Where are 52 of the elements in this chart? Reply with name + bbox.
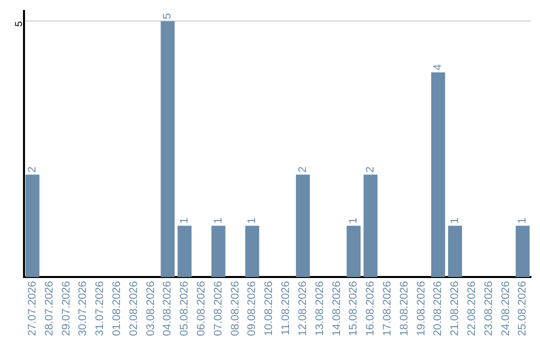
x-tick-label: 05.08.2026 [178, 280, 191, 336]
x-tick-label: 02.08.2026 [128, 280, 140, 336]
x-tick-label: 18.08.2026 [398, 280, 410, 336]
x-tick-label: 15.08.2026 [348, 280, 360, 336]
data-label: 1 [178, 218, 191, 224]
bar [346, 226, 361, 277]
bar [364, 174, 378, 277]
x-tick-label: 23.08.2026 [482, 280, 495, 336]
x-tick-label: 31.07.2026 [94, 280, 106, 336]
data-label: 5 [162, 13, 174, 20]
x-tick-label: 30.07.2026 [77, 280, 90, 336]
bar [160, 21, 175, 277]
x-tick-label: 01.08.2026 [111, 280, 124, 336]
data-label: 2 [26, 166, 38, 173]
x-tick-label: 06.08.2026 [196, 280, 208, 336]
data-label: 1 [246, 218, 258, 224]
x-tick-label: 17.08.2026 [381, 280, 394, 336]
x-tick-label: 03.08.2026 [144, 280, 157, 336]
x-tick-label: 21.08.2026 [449, 280, 462, 336]
bar [178, 226, 192, 277]
bar [431, 72, 446, 277]
x-tick-label: 16.08.2026 [364, 280, 377, 336]
x-tick-label: 22.08.2026 [466, 280, 478, 336]
x-tick-label: 24.08.2026 [500, 280, 512, 336]
bar [296, 174, 310, 277]
data-label: 1 [212, 218, 224, 224]
data-label: 1 [449, 218, 462, 224]
x-tick-label: 14.08.2026 [330, 280, 343, 336]
x-tick-label: 07.08.2026 [212, 280, 224, 336]
bar [516, 226, 530, 277]
x-tick-label: 25.08.2026 [516, 280, 529, 336]
x-tick-label: 09.08.2026 [246, 280, 258, 336]
bar [211, 226, 226, 277]
bar [25, 174, 40, 277]
x-tick-label: 12.08.2026 [296, 280, 309, 336]
x-tick-label: 27.07.2026 [26, 280, 38, 336]
x-tick-label: 04.08.2026 [162, 280, 174, 336]
x-tick-label: 10.08.2026 [263, 280, 276, 336]
data-label: 2 [364, 166, 377, 173]
x-tick-label: 19.08.2026 [415, 280, 428, 336]
data-label: 1 [516, 218, 529, 224]
x-tick-label: 29.07.2026 [60, 280, 72, 336]
x-tick-label: 20.08.2026 [432, 280, 444, 336]
data-label: 1 [348, 218, 360, 224]
bar [448, 226, 462, 277]
x-tick-label: 13.08.2026 [314, 280, 326, 336]
x-tick-label: 28.07.2026 [43, 280, 56, 336]
data-label: 2 [296, 166, 309, 173]
x-tick-label: 08.08.2026 [229, 280, 242, 336]
data-label: 4 [432, 64, 444, 70]
x-tick-label: 11.08.2026 [280, 280, 292, 336]
bar [245, 226, 260, 277]
